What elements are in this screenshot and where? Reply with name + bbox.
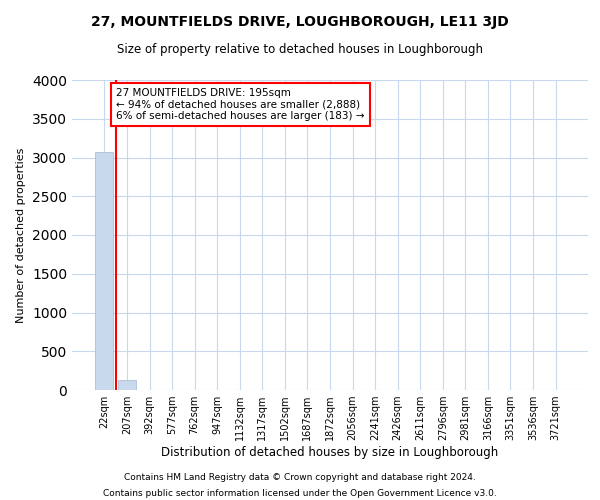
Text: 27 MOUNTFIELDS DRIVE: 195sqm
← 94% of detached houses are smaller (2,888)
6% of : 27 MOUNTFIELDS DRIVE: 195sqm ← 94% of de…	[116, 88, 365, 121]
Y-axis label: Number of detached properties: Number of detached properties	[16, 148, 26, 322]
Bar	[95, 152, 113, 390]
X-axis label: Distribution of detached houses by size in Loughborough: Distribution of detached houses by size …	[161, 446, 499, 459]
Text: Size of property relative to detached houses in Loughborough: Size of property relative to detached ho…	[117, 42, 483, 56]
Text: 27, MOUNTFIELDS DRIVE, LOUGHBOROUGH, LE11 3JD: 27, MOUNTFIELDS DRIVE, LOUGHBOROUGH, LE1…	[91, 15, 509, 29]
Text: Contains HM Land Registry data © Crown copyright and database right 2024.: Contains HM Land Registry data © Crown c…	[124, 472, 476, 482]
Text: Contains public sector information licensed under the Open Government Licence v3: Contains public sector information licen…	[103, 489, 497, 498]
Bar	[118, 380, 136, 390]
